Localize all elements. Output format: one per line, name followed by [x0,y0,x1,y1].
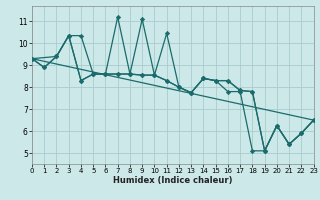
X-axis label: Humidex (Indice chaleur): Humidex (Indice chaleur) [113,176,233,185]
